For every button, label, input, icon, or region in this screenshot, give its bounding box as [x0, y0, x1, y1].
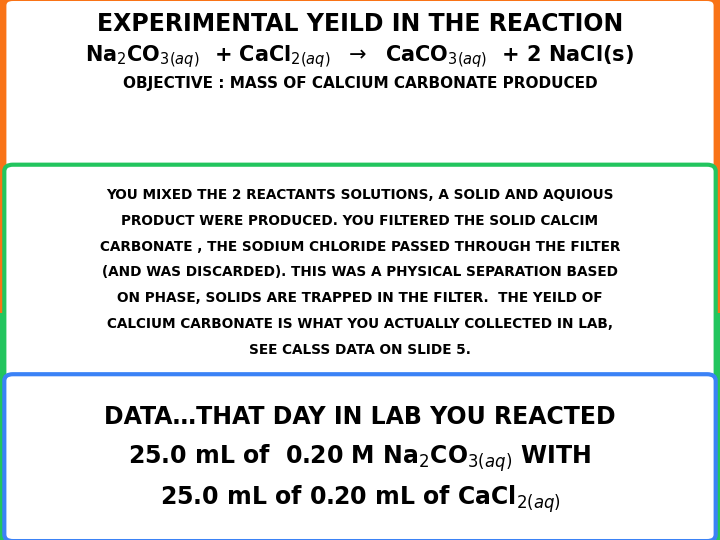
FancyBboxPatch shape — [4, 0, 716, 171]
Text: PRODUCT WERE PRODUCED. YOU FILTERED THE SOLID CALCIM: PRODUCT WERE PRODUCED. YOU FILTERED THE … — [122, 214, 598, 227]
FancyBboxPatch shape — [4, 374, 716, 540]
Text: YOU MIXED THE 2 REACTANTS SOLUTIONS, A SOLID AND AQUIOUS: YOU MIXED THE 2 REACTANTS SOLUTIONS, A S… — [107, 188, 613, 201]
Text: (AND WAS DISCARDED). THIS WAS A PHYSICAL SEPARATION BASED: (AND WAS DISCARDED). THIS WAS A PHYSICAL… — [102, 266, 618, 279]
Text: DATA…THAT DAY IN LAB YOU REACTED: DATA…THAT DAY IN LAB YOU REACTED — [104, 404, 616, 429]
Bar — [0, 0, 720, 313]
Text: ON PHASE, SOLIDS ARE TRAPPED IN THE FILTER.  THE YEILD OF: ON PHASE, SOLIDS ARE TRAPPED IN THE FILT… — [117, 292, 603, 305]
Text: Na$_2$CO$_{3(aq)}$  + CaCl$_{2(aq)}$  $\rightarrow$  CaCO$_{3(aq)}$  + 2 NaCl(s): Na$_2$CO$_{3(aq)}$ + CaCl$_{2(aq)}$ $\ri… — [86, 43, 634, 70]
Text: CARBONATE , THE SODIUM CHLORIDE PASSED THROUGH THE FILTER: CARBONATE , THE SODIUM CHLORIDE PASSED T… — [100, 240, 620, 253]
Text: 25.0 mL of  0.20 M Na$_2$CO$_{3(aq)}$ WITH: 25.0 mL of 0.20 M Na$_2$CO$_{3(aq)}$ WIT… — [128, 442, 592, 474]
FancyBboxPatch shape — [4, 165, 716, 380]
Text: OBJECTIVE : MASS OF CALCIUM CARBONATE PRODUCED: OBJECTIVE : MASS OF CALCIUM CARBONATE PR… — [122, 76, 598, 91]
Bar — [0, 313, 720, 540]
Text: CALCIUM CARBONATE IS WHAT YOU ACTUALLY COLLECTED IN LAB,: CALCIUM CARBONATE IS WHAT YOU ACTUALLY C… — [107, 318, 613, 331]
Text: EXPERIMENTAL YEILD IN THE REACTION: EXPERIMENTAL YEILD IN THE REACTION — [97, 12, 623, 36]
Text: 25.0 mL of 0.20 mL of CaCl$_{2(aq)}$: 25.0 mL of 0.20 mL of CaCl$_{2(aq)}$ — [160, 483, 560, 515]
Text: SEE CALSS DATA ON SLIDE 5.: SEE CALSS DATA ON SLIDE 5. — [249, 343, 471, 357]
